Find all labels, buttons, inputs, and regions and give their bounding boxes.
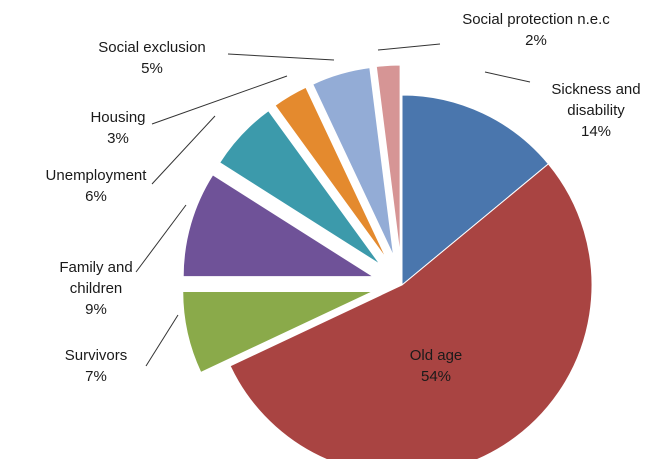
data-label-percent: 14% xyxy=(581,123,611,140)
data-label-percent: 54% xyxy=(421,368,451,385)
data-label-percent: 2% xyxy=(525,32,547,49)
data-label-family-and-children: Family and children 9% xyxy=(59,259,132,318)
data-label-name: children xyxy=(70,280,123,297)
data-label-percent: 9% xyxy=(85,301,107,318)
pie-slice-survivors xyxy=(182,291,373,374)
data-label-name: Housing xyxy=(90,109,145,126)
data-label-name: Old age xyxy=(410,347,463,364)
data-label-percent: 7% xyxy=(85,368,107,385)
data-labels-layer: Sickness and disability 14% Old age 54% Survi… xyxy=(46,11,641,385)
leader-lines-layer xyxy=(135,43,531,367)
data-label-name: disability xyxy=(567,102,625,119)
data-label-percent: 6% xyxy=(85,188,107,205)
pie-slice-housing xyxy=(274,86,388,260)
leader-line xyxy=(484,71,531,83)
pie-slice-social-exclusion xyxy=(312,67,395,257)
leader-line xyxy=(145,314,179,367)
data-label-name: Social protection n.e.c xyxy=(462,11,610,28)
pie-slice-unemployment xyxy=(219,110,381,265)
data-label-old-age: Old age 54% xyxy=(410,347,463,385)
data-label-social-exclusion: Social exclusion 5% xyxy=(98,39,206,77)
data-label-unemployment: Unemployment 6% xyxy=(46,167,148,205)
pie-slice-old-age xyxy=(229,163,593,464)
slices-layer xyxy=(182,64,593,464)
data-label-name: Family and xyxy=(59,259,132,276)
leader-line xyxy=(151,115,216,185)
pie-slice-sickness-and-disability xyxy=(401,94,550,287)
data-label-name: Unemployment xyxy=(46,167,148,184)
leader-line xyxy=(377,43,441,51)
data-label-percent: 3% xyxy=(107,130,129,147)
pie-slice-family-and-children xyxy=(182,174,375,278)
data-label-social-protection-n-e-c: Social protection n.e.c 2% xyxy=(462,11,610,49)
data-label-survivors: Survivors 7% xyxy=(65,347,128,385)
leader-line xyxy=(135,204,187,273)
data-label-name: Survivors xyxy=(65,347,128,364)
data-label-housing: Housing 3% xyxy=(90,109,145,147)
data-label-sickness-and-disability: Sickness and disability 14% xyxy=(551,81,640,140)
pie-slice-social-protection-n-e-c xyxy=(375,64,401,256)
data-label-name: Sickness and xyxy=(551,81,640,98)
data-label-name: Social exclusion xyxy=(98,39,206,56)
leader-line xyxy=(151,75,288,125)
leader-line xyxy=(227,53,335,61)
data-label-percent: 5% xyxy=(141,60,163,77)
